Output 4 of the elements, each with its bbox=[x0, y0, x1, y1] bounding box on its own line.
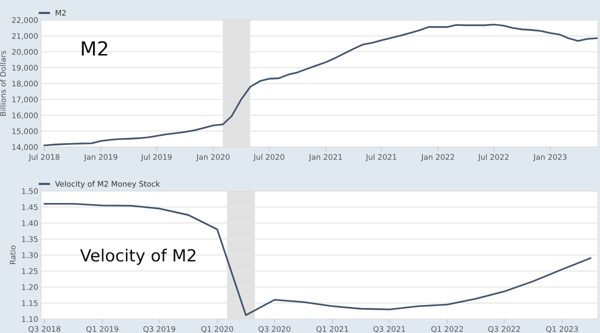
line-series bbox=[44, 24, 598, 146]
annotation: Velocity of M2 bbox=[80, 248, 196, 265]
annotation: M2 bbox=[82, 41, 108, 56]
line-series bbox=[44, 202, 592, 316]
